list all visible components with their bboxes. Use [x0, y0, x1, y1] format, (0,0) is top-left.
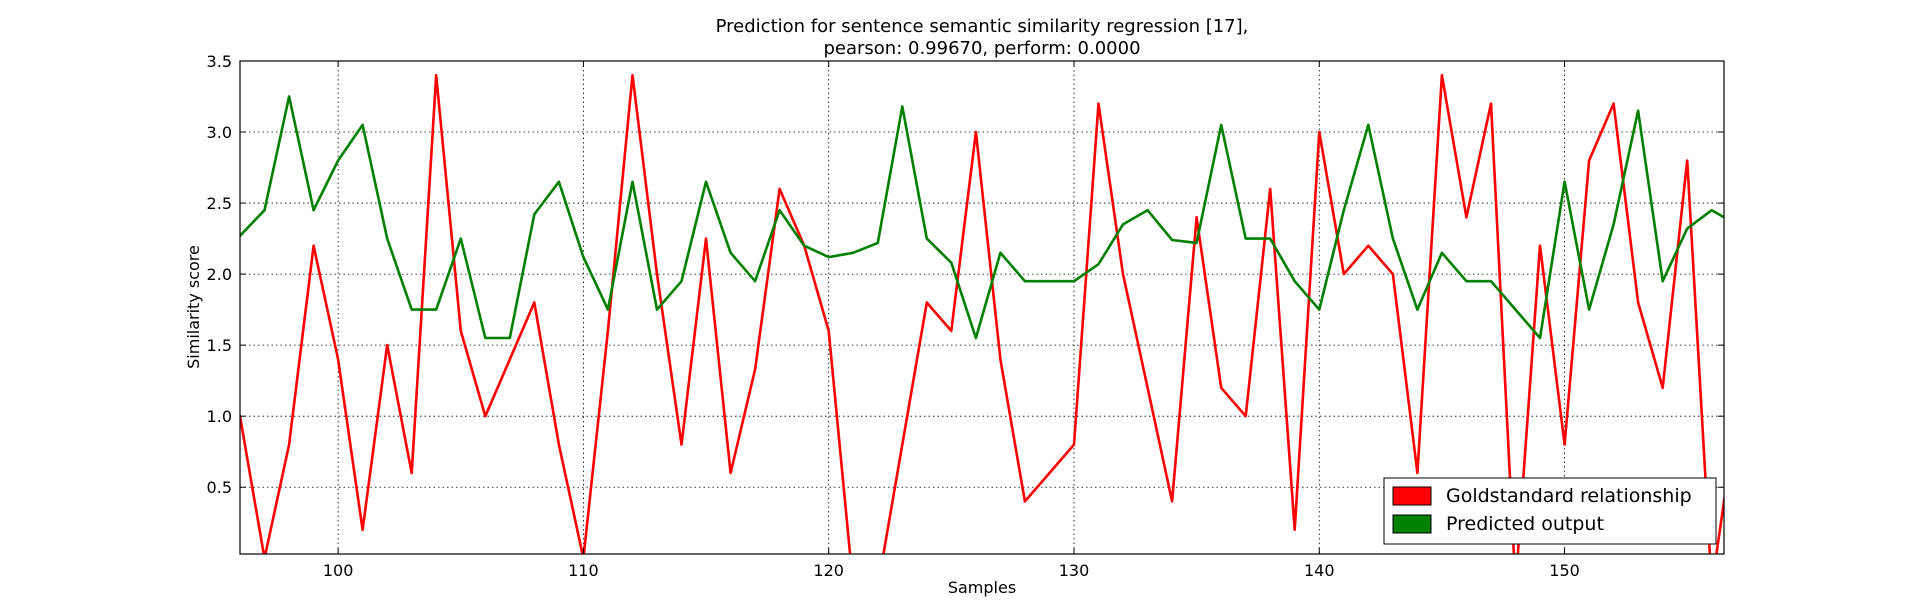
x-axis-label: Samples: [948, 578, 1016, 597]
y-axis-label: Similarity score: [184, 245, 203, 369]
series-line-predicted: [240, 95, 1724, 340]
legend-swatch-predicted: [1392, 514, 1432, 534]
legend-label-gold: Goldstandard relationship: [1446, 485, 1692, 507]
series-line-goldstandard: [240, 73, 1724, 554]
legend-label-predicted: Predicted output: [1446, 513, 1604, 535]
x-tick-label: 140: [1304, 561, 1335, 580]
ticks: 100 110 120 130 140 150 0.5 1.0 1.5 2.0 2.5 3.0 3.5: [207, 52, 1724, 580]
x-tick-label: 110: [568, 561, 599, 580]
y-tick-label: 1.0: [207, 407, 232, 426]
plot-frame: [239, 60, 1725, 555]
legend-frame: [1383, 477, 1717, 545]
y-tick-label: 1.5: [207, 336, 232, 355]
grid: [240, 60, 1724, 554]
x-tick-label: 120: [813, 561, 844, 580]
y-tick-label: 2.5: [207, 194, 232, 213]
legend-swatch-gold: [1392, 486, 1432, 506]
y-tick-label: 0.5: [207, 478, 232, 497]
y-tick-label: 2.0: [207, 265, 232, 284]
legend: Goldstandard relationship Predicted outp…: [1383, 477, 1717, 545]
series-group: [240, 73, 1724, 554]
x-tick-label: 100: [323, 561, 354, 580]
y-tick-label: 3.0: [207, 123, 232, 142]
y-tick-label: 3.5: [207, 52, 232, 71]
x-tick-label: 130: [1059, 561, 1090, 580]
x-tick-label: 150: [1549, 561, 1580, 580]
chart-title: Prediction for sentence semantic similar…: [716, 16, 1249, 37]
chart-subtitle: pearson: 0.99670, perform: 0.0000: [823, 38, 1140, 59]
